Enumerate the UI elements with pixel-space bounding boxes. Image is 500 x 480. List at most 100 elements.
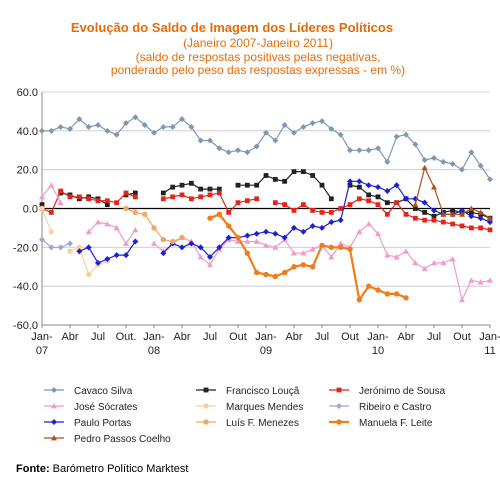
data-point xyxy=(365,221,372,227)
data-point xyxy=(375,194,381,200)
x-tick-label: Abr xyxy=(173,331,190,343)
data-point xyxy=(282,178,288,184)
x-tick-label: Jan- xyxy=(31,331,53,343)
data-point xyxy=(487,277,493,283)
series-ribeiro-e-castro xyxy=(39,236,73,251)
legend-item: Luís F. Menezes xyxy=(196,418,299,429)
legend: Cavaco Silva Francisco Louçã Jerónimo de S… xyxy=(44,386,446,445)
data-point xyxy=(319,224,325,231)
legend-item: José Sócrates xyxy=(44,402,137,413)
legend-marker xyxy=(51,435,57,441)
data-point xyxy=(309,246,316,252)
data-point xyxy=(412,206,418,211)
legend-marker xyxy=(203,419,209,425)
series-line xyxy=(349,184,491,219)
data-point xyxy=(300,169,306,175)
data-point xyxy=(403,248,409,254)
data-point xyxy=(272,176,278,182)
data-point xyxy=(468,149,475,156)
x-tick-label: Jul xyxy=(91,331,105,343)
data-point xyxy=(337,131,344,138)
legend-marker xyxy=(336,403,342,409)
data-point xyxy=(151,129,157,136)
data-point xyxy=(254,196,260,202)
data-point xyxy=(421,265,428,272)
data-point xyxy=(356,178,363,185)
data-point xyxy=(459,223,465,229)
data-point xyxy=(356,184,362,190)
data-point xyxy=(412,141,419,148)
data-point xyxy=(393,291,400,297)
legend-marker xyxy=(51,387,57,393)
data-point xyxy=(244,149,251,156)
data-point xyxy=(291,129,297,136)
x-tick-label: Out. xyxy=(116,331,137,343)
chart-title: Evolução do Saldo de Imagem dos Líderes … xyxy=(71,20,393,35)
data-point xyxy=(356,147,363,154)
data-point xyxy=(95,198,101,204)
data-point xyxy=(123,252,129,259)
data-point xyxy=(449,160,456,167)
series-layer xyxy=(39,114,493,303)
data-point xyxy=(393,133,400,140)
data-point xyxy=(272,200,278,206)
data-point xyxy=(39,205,45,212)
data-point xyxy=(375,184,381,191)
data-point xyxy=(198,194,204,200)
data-point xyxy=(169,238,176,245)
data-point xyxy=(422,217,428,223)
data-point xyxy=(384,252,391,258)
data-point xyxy=(384,211,390,217)
legend-marker xyxy=(336,419,342,425)
x-tick-label: Jul xyxy=(203,331,217,343)
data-point xyxy=(235,200,241,206)
data-point xyxy=(319,182,325,188)
data-point xyxy=(123,205,129,212)
data-point xyxy=(328,219,335,226)
data-point xyxy=(104,198,110,204)
data-point xyxy=(132,194,138,200)
data-point xyxy=(151,225,157,231)
data-point xyxy=(459,296,465,303)
series-line xyxy=(153,223,491,302)
data-point xyxy=(216,186,222,192)
data-point xyxy=(235,147,241,154)
data-point xyxy=(366,198,372,204)
data-point xyxy=(281,234,288,241)
data-point xyxy=(282,202,288,208)
data-point xyxy=(113,131,120,138)
data-point xyxy=(104,221,111,227)
data-point xyxy=(394,200,400,206)
data-point xyxy=(477,279,484,285)
data-point xyxy=(216,244,223,251)
data-point xyxy=(57,199,64,206)
legend-label: Paulo Portas xyxy=(74,418,131,429)
data-point xyxy=(113,224,120,231)
data-point xyxy=(123,120,129,127)
series-line xyxy=(209,212,407,303)
x-tick-label: Out xyxy=(229,331,247,343)
data-point xyxy=(375,202,381,208)
data-point xyxy=(468,277,475,283)
data-point xyxy=(272,273,279,280)
data-point xyxy=(337,240,344,246)
x-tick-label: Out xyxy=(341,331,359,343)
data-point xyxy=(207,254,213,261)
data-point xyxy=(310,208,316,213)
x-tick-label: Jan- xyxy=(255,331,277,343)
legend-label: Marques Mendes xyxy=(226,402,303,413)
data-point xyxy=(375,230,381,237)
data-point xyxy=(85,228,92,235)
data-point xyxy=(347,178,353,185)
y-tick-label: 60.0 xyxy=(17,87,38,99)
x-tick-label: 10 xyxy=(372,345,384,357)
data-point xyxy=(253,269,260,276)
data-point xyxy=(477,209,484,215)
series-cavaco-silva xyxy=(39,114,493,183)
series-line xyxy=(238,171,332,200)
data-point xyxy=(67,240,73,247)
legend-item: Francisco Louçã xyxy=(196,386,300,397)
data-point xyxy=(188,180,194,186)
legend-item: Pedro Passos Coelho xyxy=(44,434,171,445)
data-point xyxy=(421,156,428,163)
